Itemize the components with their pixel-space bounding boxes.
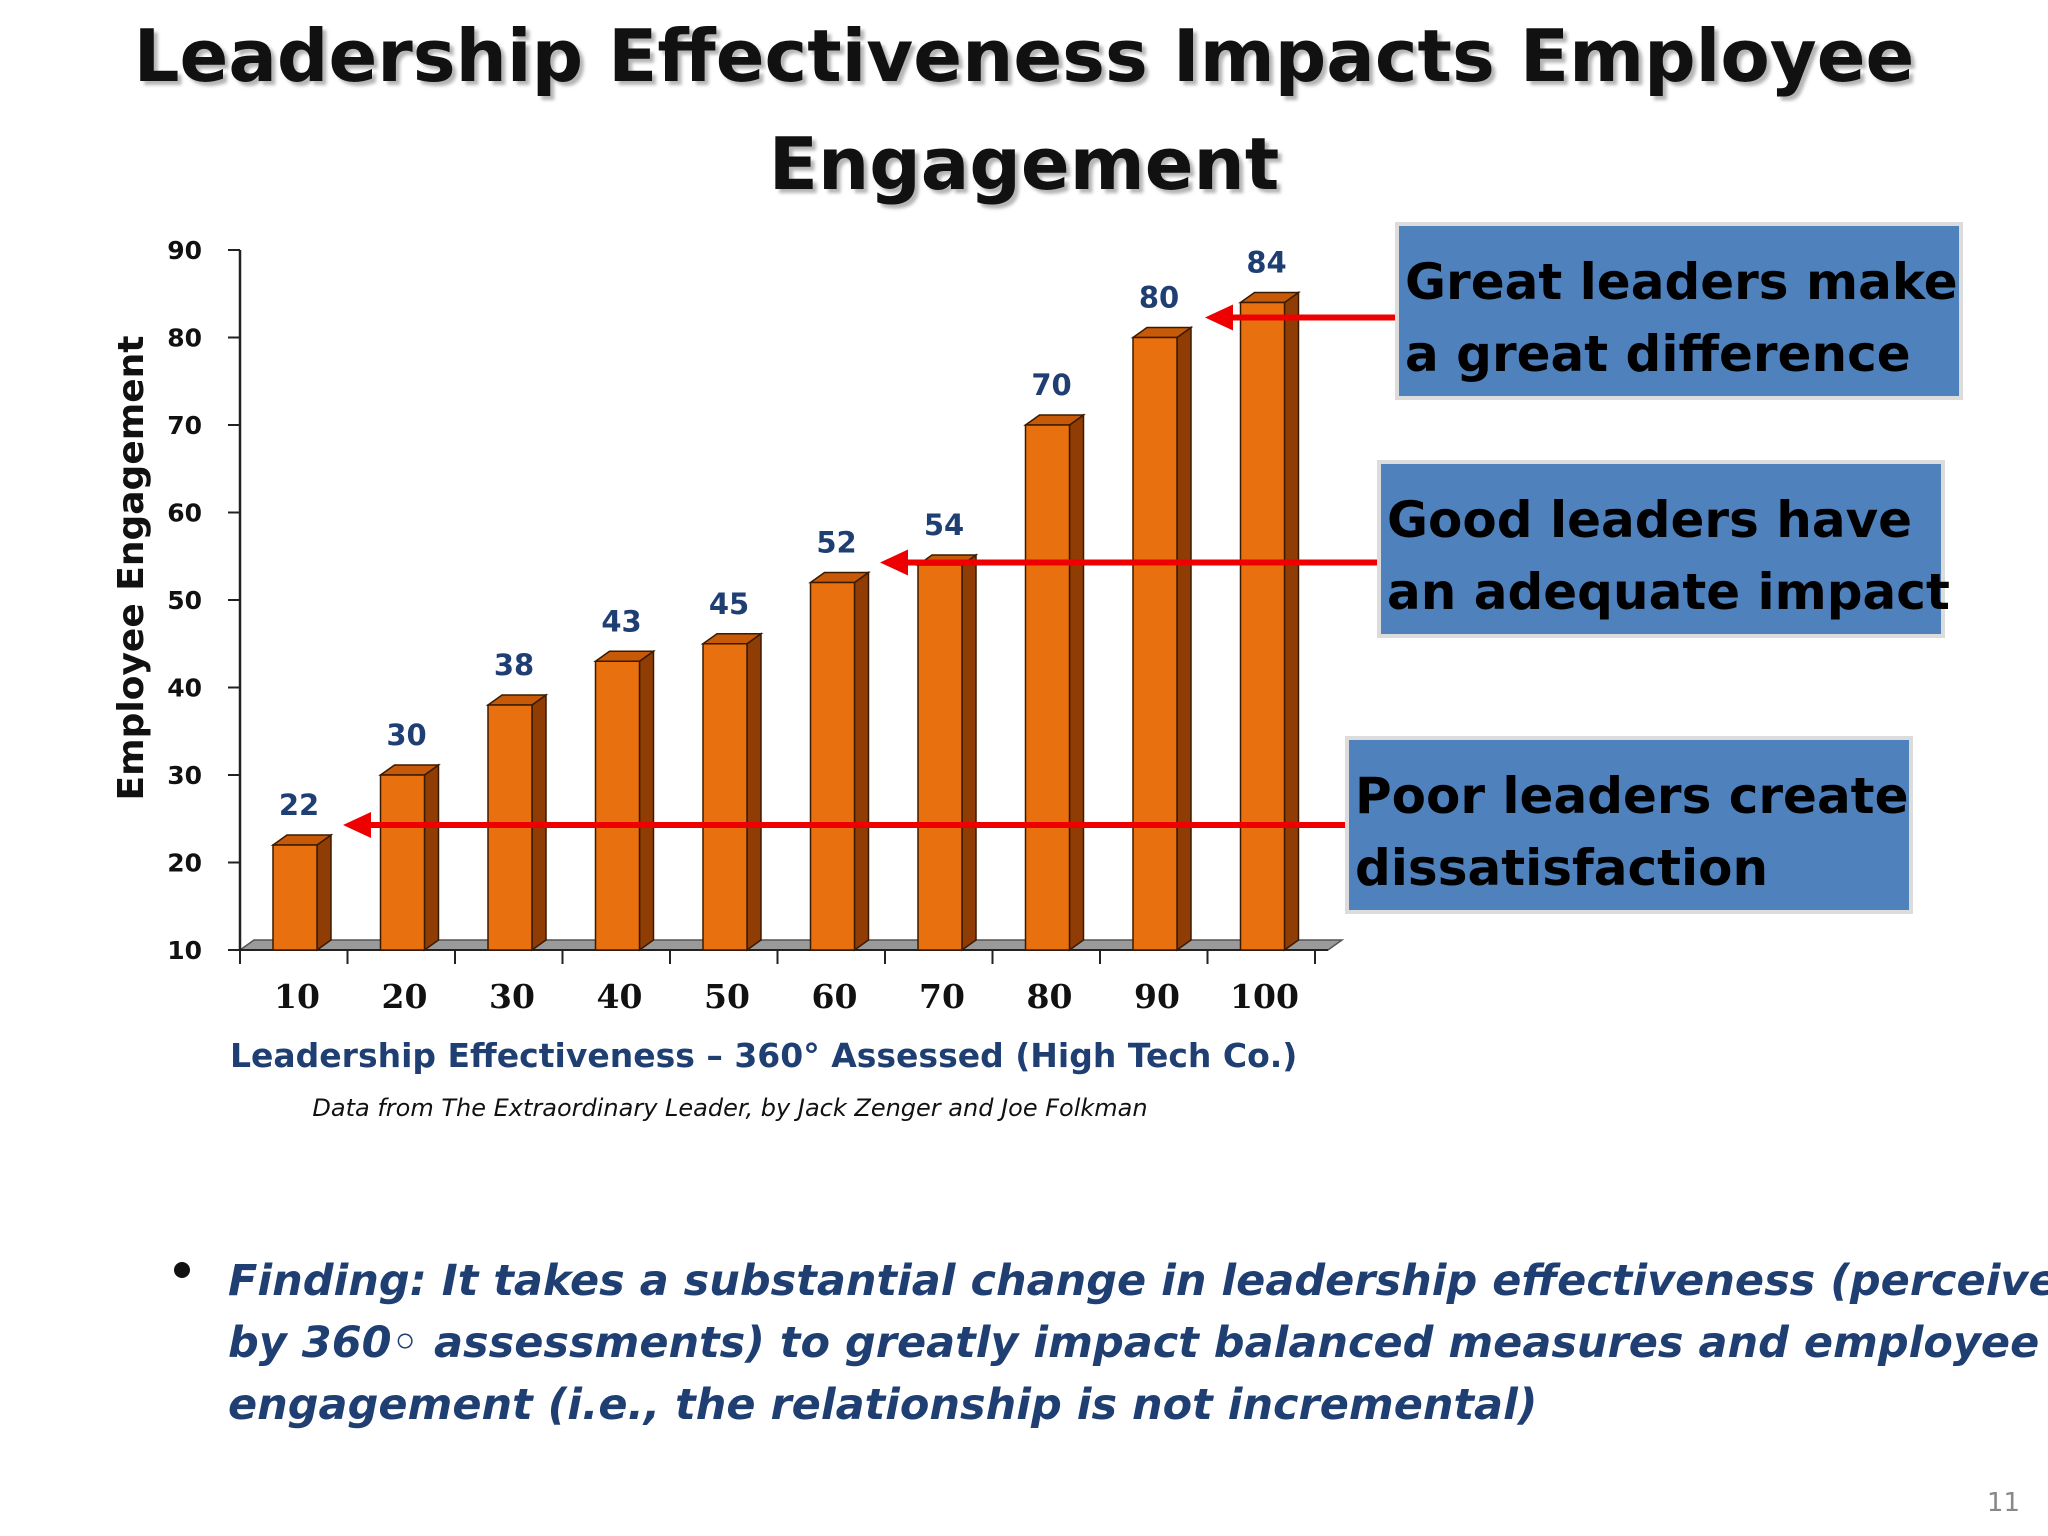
callout-great-line-2: a great difference [1405,325,1911,383]
callout-good-line-2: an adequate impact [1387,563,1950,621]
y-tick-label: 40 [167,674,202,703]
y-tick-label: 30 [167,761,202,790]
bar-value-label: 70 [1031,368,1071,402]
bar-side [746,632,762,952]
bar-side [423,763,440,952]
arrow-head-icon [880,549,908,576]
bar [1024,424,1071,951]
chart-bars: 22 30 38 43 45 52 54 70 80 84 [270,246,1301,952]
bar-side [1283,291,1300,952]
y-tick-label: 10 [167,936,202,965]
y-tick-label: 80 [167,324,202,353]
callout-arrows [343,304,1410,838]
x-tick-label: 40 [597,977,643,1016]
bar-side [1176,326,1192,952]
bar-side [316,833,332,952]
bar-value-label: 38 [494,648,534,682]
bar-side [638,649,655,952]
bar-side [853,571,870,952]
title-line-1: Leadership Effectiveness Impacts Employe… [133,14,1915,98]
x-tick-label: 100 [1230,977,1299,1016]
bar-side [961,553,977,952]
slide-number: 11 [1986,1488,2020,1518]
x-tick-label: 90 [1134,977,1180,1016]
bar [379,774,426,951]
bar-value-label: 54 [924,508,964,542]
callout-great-line-1: Great leaders make [1405,253,1958,311]
x-tick-label: 30 [489,977,535,1016]
finding-line-1: Finding: It takes a substantial change i… [228,1256,2048,1306]
chart-axes: 10 20 30 40 50 60 70 80 90 10 20 30 40 50 60 70 80 90 100 [167,236,1345,1016]
bullet-icon [174,1262,190,1278]
bar [809,581,856,951]
x-tick-label: 20 [382,977,428,1016]
finding-line-3: engagement (i.e., the relationship is no… [228,1380,1538,1430]
callout-good-line-1: Good leaders have [1387,491,1913,549]
y-axis-title: Employee Engagement [111,335,152,800]
x-tick-label: 50 [704,977,750,1016]
x-tick-label: 80 [1027,977,1073,1016]
finding-text: Finding: It takes a substantial change i… [228,1250,2048,1436]
title-line-2: Engagement [768,122,1280,206]
bar [594,660,641,951]
bar-value-label: 43 [601,604,641,638]
bar-value-label: 52 [816,526,856,560]
source-note: Data from The Extraordinary Leader, by J… [312,1094,1148,1122]
bar-value-label: 84 [1246,246,1286,280]
arrow-head-icon [1205,304,1233,331]
y-tick-label: 90 [167,236,202,265]
x-tick-label: 70 [919,977,965,1016]
bar-value-label: 22 [279,788,319,822]
bar [917,564,963,951]
page-title: Leadership Effectiveness Impacts Employe… [0,2,2048,218]
bar-value-label: 80 [1139,281,1179,315]
y-tick-label: 70 [167,411,202,440]
x-axis-title: Leadership Effectiveness – 360° Assessed… [230,1036,1298,1075]
bar-side [1068,413,1085,952]
bar [1132,336,1178,951]
arrow-head-icon [343,812,371,838]
bar-value-label: 30 [386,718,426,752]
y-tick-label: 60 [167,499,202,528]
x-tick-label: 60 [812,977,858,1016]
bar [272,844,318,951]
y-tick-label: 50 [167,586,202,615]
callout-great-leaders: Great leaders make a great difference [1395,222,1963,400]
callout-poor-line-1: Poor leaders create [1355,767,1909,825]
bar-value-label: 45 [709,587,749,621]
bar [1239,301,1286,951]
callout-poor-leaders: Poor leaders create dissatisfaction [1345,736,1913,914]
callout-poor-line-2: dissatisfaction [1355,839,1769,897]
x-tick-label: 10 [274,977,320,1016]
callout-good-leaders: Good leaders have an adequate impact [1377,460,1950,638]
finding-line-2: by 360◦ assessments) to greatly impact b… [228,1318,2040,1368]
bar [702,643,748,951]
y-tick-label: 20 [167,849,202,878]
